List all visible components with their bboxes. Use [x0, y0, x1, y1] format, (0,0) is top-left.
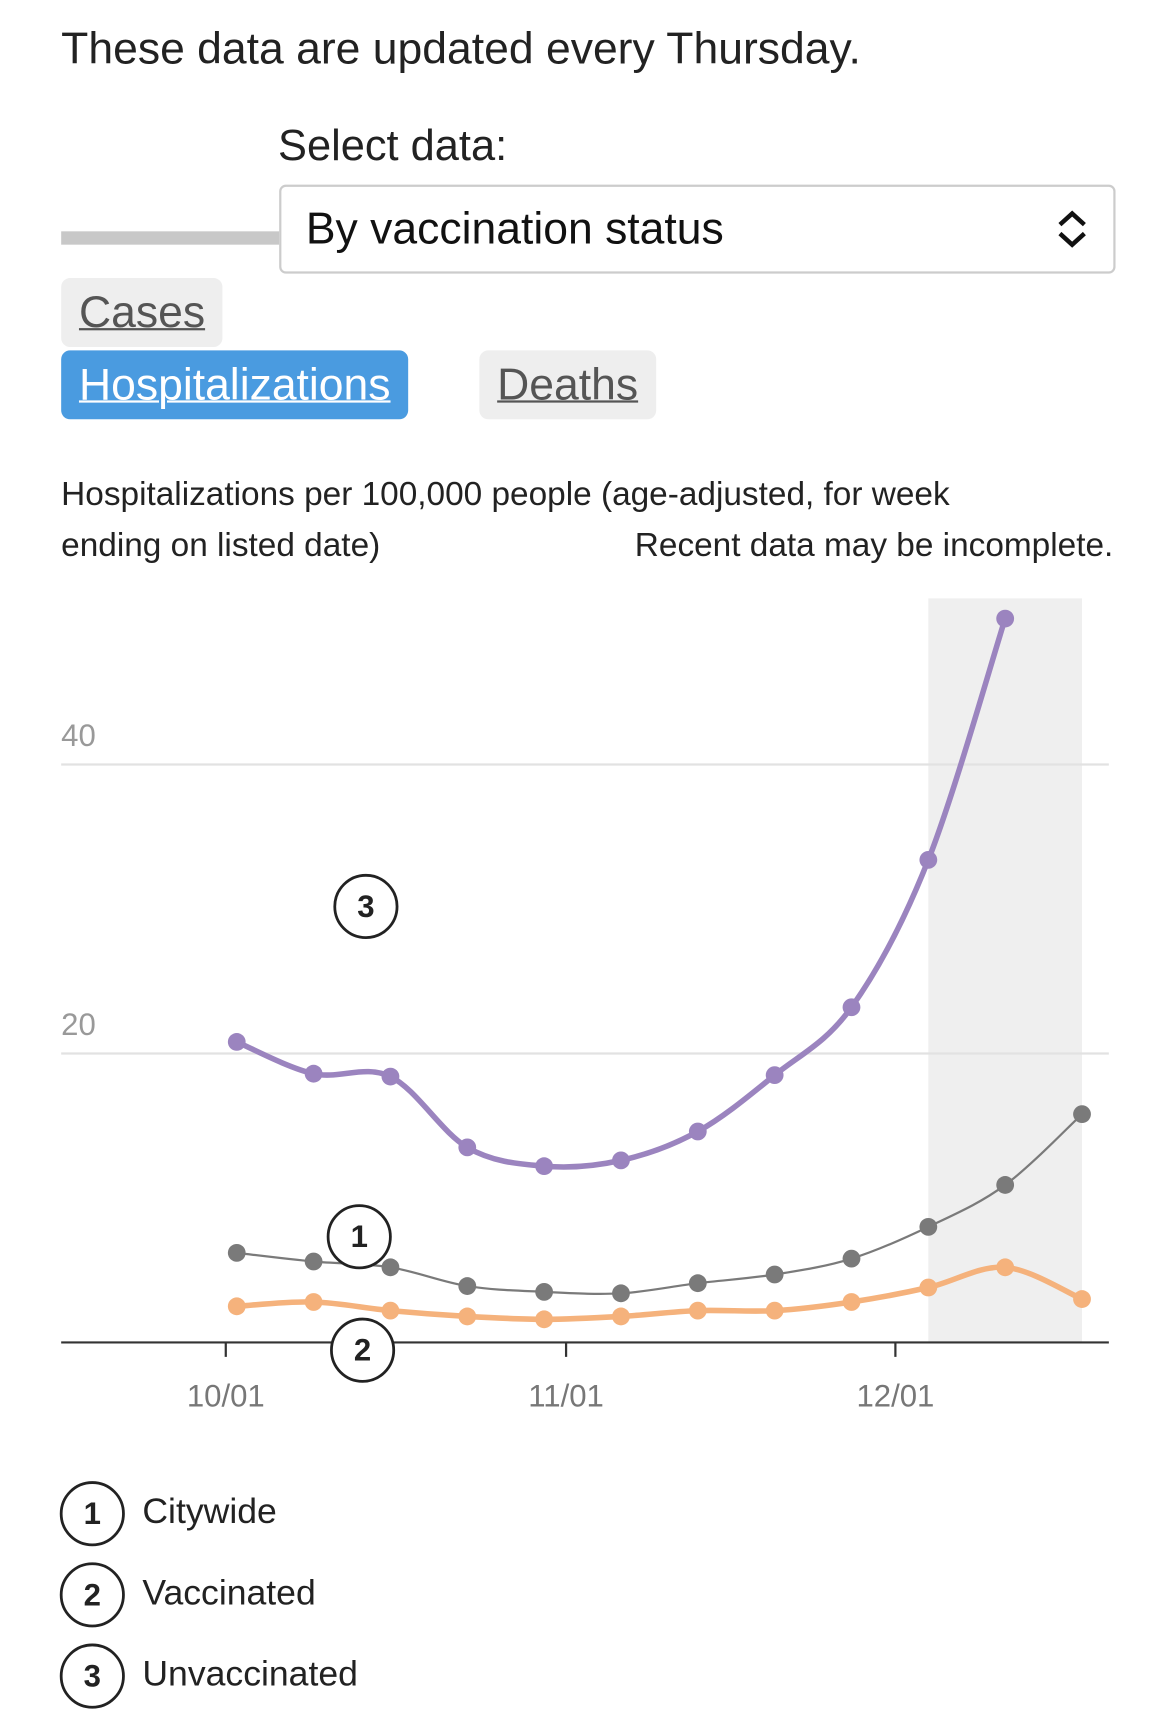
data-point: [304, 1064, 323, 1083]
data-point: [458, 1138, 477, 1157]
series-badge-label: 2: [354, 1333, 371, 1368]
chart-subtitle: Hospitalizations per 100,000 people (age…: [61, 476, 950, 564]
page-title: These data are updated every Thursday.: [61, 24, 861, 74]
tab[interactable]: Cases: [61, 278, 223, 348]
data-point: [612, 1307, 630, 1326]
y-tick-label: 20: [61, 1007, 96, 1042]
y-tick-label: 40: [61, 718, 96, 753]
data-point: [1073, 1290, 1091, 1308]
legend-badge-label: 1: [84, 1496, 101, 1531]
incomplete-region: [928, 598, 1083, 1343]
data-point: [842, 1293, 861, 1311]
data-point: [535, 1310, 554, 1329]
data-point: [535, 1157, 554, 1176]
chart-note: Recent data may be incomplete.: [623, 520, 1114, 572]
series-line: [235, 617, 1008, 1170]
series-badge: [326, 1204, 392, 1270]
data-point: [535, 1282, 554, 1301]
data-point: [612, 1284, 630, 1303]
series-badge: [330, 1317, 396, 1383]
data-point: [842, 998, 861, 1017]
data-point: [1073, 1105, 1091, 1124]
data-point: [381, 1258, 400, 1277]
divider: [61, 231, 280, 245]
data-point: [458, 1307, 477, 1326]
legend-badge: [59, 1643, 125, 1709]
data-point: [688, 1122, 707, 1141]
data-point: [996, 1176, 1015, 1194]
select-value: By vaccination status: [305, 204, 724, 254]
legend-badge: [59, 1481, 125, 1547]
series-badge-label: 3: [357, 889, 374, 924]
data-point: [688, 1274, 707, 1293]
series-badge: [333, 873, 399, 939]
data-point: [996, 1258, 1015, 1277]
legend-label: Unvaccinated: [142, 1653, 358, 1693]
data-point: [919, 1278, 938, 1297]
legend-badge-label: 3: [84, 1659, 101, 1694]
data-point: [381, 1067, 400, 1086]
data-point: [765, 1066, 784, 1085]
data-point: [765, 1301, 784, 1320]
x-tick-label: 11/01: [528, 1378, 604, 1413]
series-badge-label: 1: [351, 1219, 368, 1254]
x-tick-label: 12/01: [856, 1378, 934, 1413]
data-point: [612, 1151, 630, 1170]
x-tick-label: 10/01: [187, 1378, 265, 1413]
legend-label: Citywide: [142, 1491, 276, 1531]
data-point: [919, 1217, 938, 1236]
select-label: Select data:: [278, 122, 508, 171]
select-arrow: [1058, 210, 1086, 248]
data-point: [227, 1243, 246, 1262]
legend-label: Vaccinated: [142, 1572, 315, 1612]
legend-badge: [59, 1562, 125, 1628]
data-point: [227, 1297, 246, 1316]
legend-badge-label: 2: [84, 1577, 101, 1612]
data-point: [688, 1301, 707, 1320]
data-point: [765, 1265, 784, 1284]
data-point: [304, 1293, 323, 1311]
select[interactable]: By vaccination status: [279, 184, 1116, 274]
data-point: [227, 1033, 246, 1051]
data-point: [458, 1277, 477, 1295]
tab[interactable]: Deaths: [479, 350, 656, 420]
data-point: [381, 1301, 400, 1320]
data-point: [304, 1252, 323, 1271]
data-point: [996, 609, 1015, 628]
data-point: [919, 850, 938, 869]
tab[interactable]: Hospitalizations: [61, 350, 409, 420]
data-point: [842, 1249, 861, 1268]
